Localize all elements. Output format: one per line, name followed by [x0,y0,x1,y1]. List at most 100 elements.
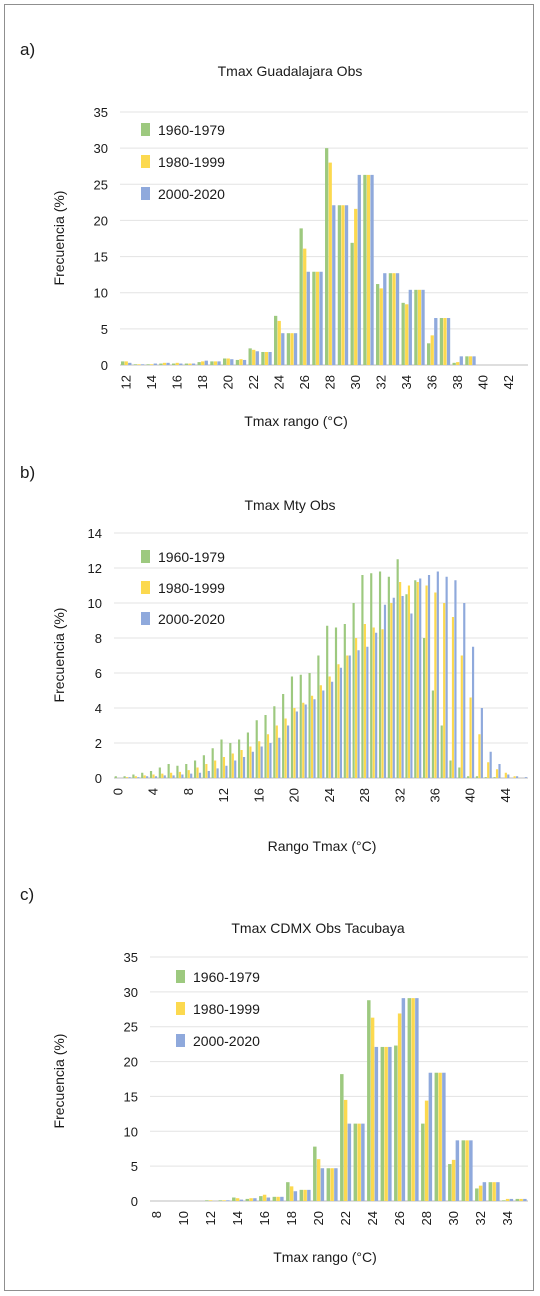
bar [434,318,438,365]
bar [176,765,179,778]
y-tick-label: 20 [94,213,108,228]
x-tick-label: 4 [146,788,161,795]
bar [266,734,270,778]
bar [123,776,126,778]
x-tick-label: 28 [419,1211,434,1225]
bar [387,576,390,778]
bar [392,273,396,365]
bar [196,767,199,778]
bar [299,1189,304,1201]
bar [443,318,447,365]
bar [167,764,170,778]
bar [218,1200,223,1201]
bar [346,655,349,778]
x-tick-label: 22 [246,375,261,389]
bar [370,174,374,365]
bar [162,362,167,365]
x-tick-label: 12 [216,788,231,802]
bar [428,1072,433,1201]
y-tick-label: 15 [124,1089,138,1104]
bar [337,205,342,365]
bar [502,1200,506,1201]
bar [401,998,406,1201]
bar [396,559,399,778]
y-tick-label: 8 [95,631,102,646]
bar [442,1072,446,1201]
bar [140,364,145,365]
bar [159,363,163,365]
bar [408,289,412,365]
bar [299,228,303,365]
bar [380,1046,385,1201]
bar [495,769,499,778]
bar [128,362,132,365]
x-tick-label: 24 [271,375,286,389]
bar [175,362,179,365]
x-tick-label: 40 [463,788,478,802]
chart-c-plot: 0 5 10 15 20 25 30 35 8 10 12 14 16 18 20 22 24 26 28 30 32 3… [124,950,528,1225]
bar [370,573,373,778]
bar [416,582,419,778]
bar [516,776,519,778]
bar [251,751,254,778]
bar [505,1198,510,1201]
x-tick-label: 24 [365,1211,380,1225]
bar [326,625,329,778]
bar [152,774,155,778]
bar [202,755,205,778]
bar [475,776,479,778]
bar [325,148,329,365]
bar [261,351,265,365]
panel-c: c) Tmax CDMX Obs Tacubaya Frecuencia (%)… [20,885,405,1265]
bar [465,1140,469,1201]
panel-c-label: c) [20,885,34,904]
bar [427,575,431,778]
bar [246,732,249,778]
x-tick-label: 32 [392,788,407,802]
y-tick-label: 30 [94,141,108,156]
bar [266,1197,271,1201]
bar [220,739,223,778]
y-tick-label: 30 [124,985,138,1000]
bar [187,770,190,779]
bar [293,1191,298,1201]
bar [205,764,208,778]
bar [443,603,446,778]
legend-label: 2000-2020 [158,186,225,202]
bar [235,1198,240,1201]
legend-swatch [141,123,150,136]
bar [401,302,405,365]
bar [214,760,217,778]
bar [456,362,460,365]
bar [440,725,443,778]
y-tick-label: 6 [95,666,102,681]
bar [232,1197,236,1201]
bar [366,174,371,365]
bar [303,1189,307,1201]
bar [304,704,307,778]
bar [319,271,323,365]
bar [240,750,243,778]
bar [213,361,218,365]
bar [395,273,400,365]
panel-a: a) Tmax Guadalajara Obs Frecuencia (%) T… [20,40,362,429]
bar [226,1200,230,1201]
bar [330,1168,334,1201]
bar [146,364,150,365]
bar [509,1198,514,1201]
legend-label: 1960-1979 [158,549,225,565]
bar [434,592,437,778]
x-tick-label: 16 [257,1211,272,1225]
bar [488,1182,493,1201]
bar [493,777,496,779]
bar [401,596,404,778]
bar [268,351,272,365]
x-tick-label: 20 [220,375,235,389]
bar [230,359,234,365]
bar [455,1140,460,1201]
bar [259,1196,263,1201]
bar [178,771,181,779]
x-tick-label: 36 [424,375,439,389]
x-tick-label: 32 [473,1211,488,1225]
bar [449,760,452,778]
